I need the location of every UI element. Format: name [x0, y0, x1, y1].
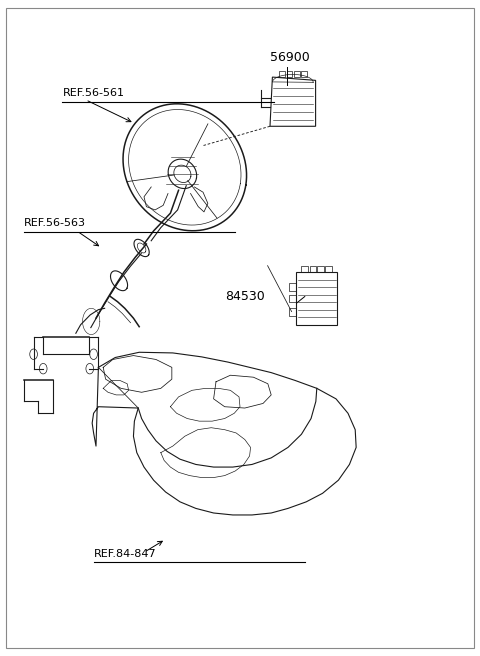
- Bar: [317, 266, 324, 272]
- Bar: [289, 295, 297, 302]
- Bar: [325, 266, 332, 272]
- Text: REF.56-563: REF.56-563: [24, 218, 86, 228]
- Bar: [279, 70, 285, 77]
- Text: 84530: 84530: [226, 290, 265, 303]
- Text: REF.84-847: REF.84-847: [94, 549, 156, 559]
- Text: REF.56-561: REF.56-561: [62, 89, 124, 98]
- Bar: [289, 283, 297, 291]
- Bar: [297, 272, 337, 325]
- Bar: [301, 70, 307, 77]
- Text: 56900: 56900: [270, 51, 310, 64]
- Bar: [289, 308, 297, 316]
- Bar: [287, 70, 292, 77]
- Bar: [310, 266, 316, 272]
- Bar: [301, 266, 308, 272]
- Bar: [294, 70, 300, 77]
